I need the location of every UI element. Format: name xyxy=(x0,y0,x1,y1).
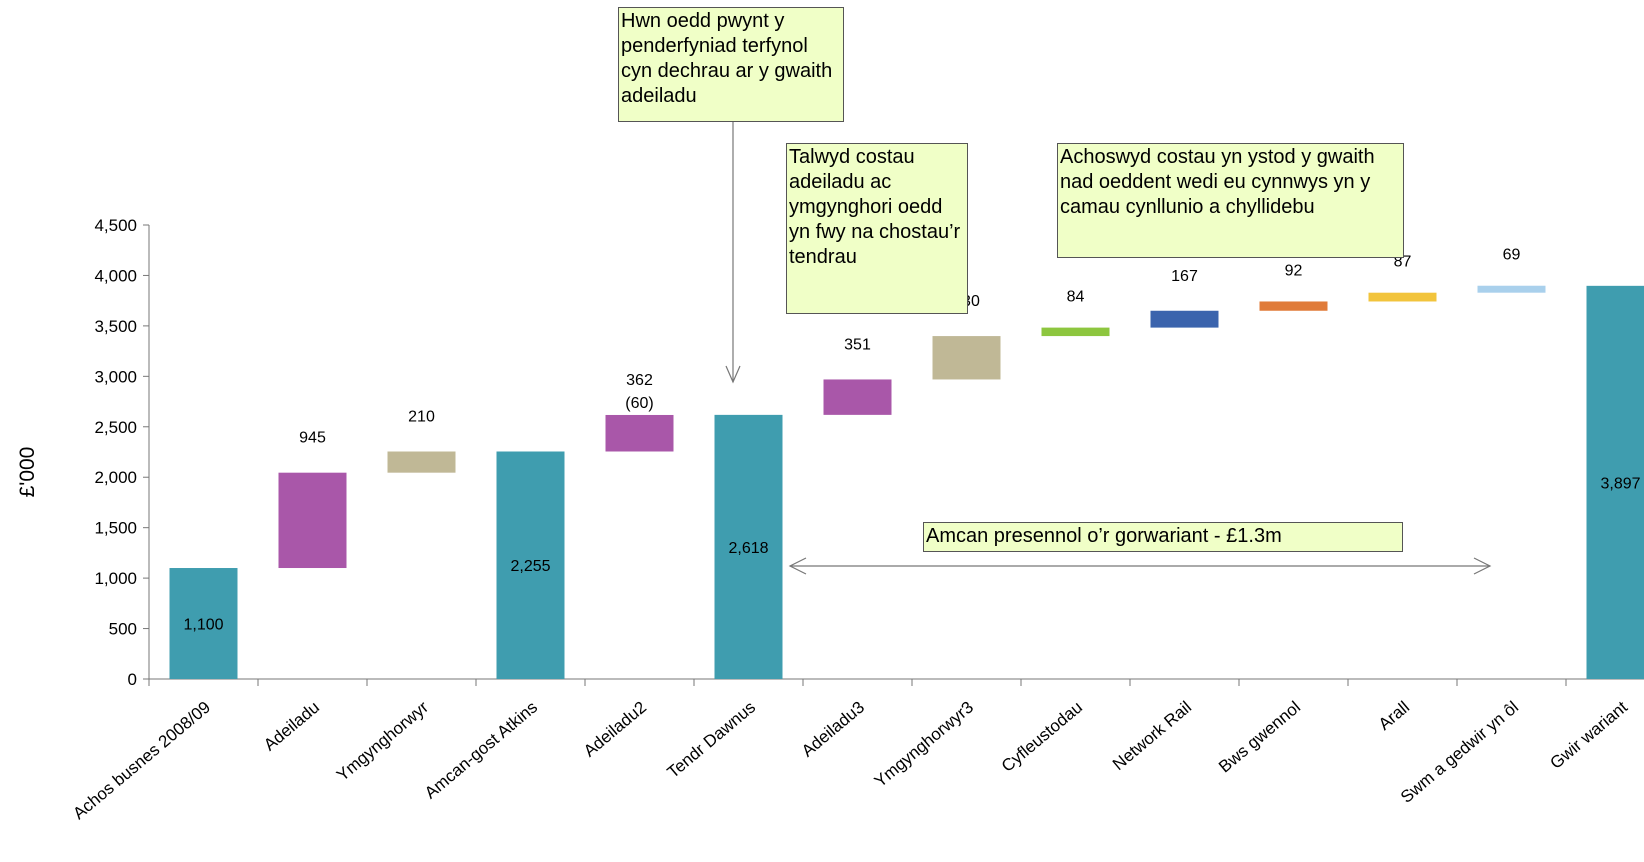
bar-value-label: 362 xyxy=(626,372,653,389)
bar-delta xyxy=(387,451,456,473)
bar-value-label: 351 xyxy=(844,336,871,353)
bar-value-label: 2,618 xyxy=(728,540,768,557)
annotation-arrows xyxy=(725,118,1492,575)
bars xyxy=(169,285,1644,679)
bar-value-label: 1,100 xyxy=(183,617,223,634)
bar-delta xyxy=(932,336,1001,380)
annotation-unbudgeted-costs: Achoswyd costau yn ystod y gwaith nad oe… xyxy=(1057,143,1404,258)
x-tick-label: Amcan-gost Atkins xyxy=(421,698,541,803)
x-tick-label: Ymgynghorwyr xyxy=(333,697,432,785)
bar-value-label: 92 xyxy=(1285,262,1303,279)
bar-value-label: 167 xyxy=(1171,268,1198,285)
bar-value-label: 210 xyxy=(408,408,435,425)
x-tick-label: Network Rail xyxy=(1109,698,1195,774)
bar-total xyxy=(714,414,783,679)
bar-value-label: 84 xyxy=(1067,289,1085,306)
overspend-arrow-head-left xyxy=(788,557,807,575)
bar-value-label: 945 xyxy=(299,430,326,447)
bar-value-label: 2,255 xyxy=(510,558,550,575)
extra-label: (60) xyxy=(625,395,653,412)
x-axis: Achos busnes 2008/09 Adeiladu Ymgynghorwyr… xyxy=(69,678,1644,824)
y-axis: 0 500 1,000 1,500 2,000 2,500 3,000 3,500 4,000 4… xyxy=(94,216,150,689)
x-tick-label: Adeiladu xyxy=(260,698,323,755)
bar-total xyxy=(1586,285,1644,679)
y-tick-label: 0 xyxy=(128,670,137,689)
x-tick-label: Gwir wariant xyxy=(1546,697,1631,772)
bar-total xyxy=(169,568,238,679)
x-tick-label: Ymgynghorwyr3 xyxy=(871,698,977,792)
x-tick-label: Arall xyxy=(1375,698,1413,734)
decision-arrow-head xyxy=(725,365,741,384)
annotation-tender-costs: Talwyd costau adeiladu ac ymgynghori oed… xyxy=(786,143,968,314)
x-tick-label: Achos busnes 2008/09 xyxy=(69,698,214,824)
x-tick-label: Adeiladu2 xyxy=(580,698,650,761)
bar-value-label: 3,897 xyxy=(1600,475,1640,492)
y-axis-title: £'000 xyxy=(16,447,39,498)
annotation-overspend: Amcan presennol o’r gorwariant - £1.3m xyxy=(923,522,1403,552)
bar-delta xyxy=(1368,292,1437,302)
y-tick-label: 2,500 xyxy=(94,418,137,437)
y-tick-label: 3,500 xyxy=(94,317,137,336)
y-tick-label: 2,000 xyxy=(94,468,137,487)
bar-delta xyxy=(1259,301,1328,311)
x-tick-label: Bws gwennol xyxy=(1215,698,1304,777)
data-labels: 1,1009452102,2553622,6183514308416792876… xyxy=(183,247,1640,634)
bar-delta xyxy=(1041,327,1110,337)
bar-delta xyxy=(1477,285,1546,293)
y-tick-label: 4,000 xyxy=(94,266,137,285)
bar-delta xyxy=(823,379,892,415)
y-tick-label: 4,500 xyxy=(94,216,137,235)
x-tick-label: Swm a gedwir yn ôl xyxy=(1397,698,1522,807)
annotation-decision-point: Hwn oedd pwynt y penderfyniad terfynol c… xyxy=(618,7,844,122)
overspend-arrow-head-right xyxy=(1473,557,1492,575)
y-tick-label: 500 xyxy=(109,620,137,639)
x-tick-label: Cyfleustodau xyxy=(998,698,1086,776)
x-tick-label: Tendr Dawnus xyxy=(664,698,759,782)
bar-total xyxy=(496,451,565,679)
y-tick-label: 3,000 xyxy=(94,367,137,386)
bar-delta xyxy=(278,472,347,569)
bar-delta xyxy=(605,414,674,452)
y-tick-label: 1,500 xyxy=(94,519,137,538)
y-tick-label: 1,000 xyxy=(94,569,137,588)
x-tick-label: Adeiladu3 xyxy=(798,698,868,761)
bar-value-label: 69 xyxy=(1503,247,1521,264)
bar-delta xyxy=(1150,310,1219,328)
